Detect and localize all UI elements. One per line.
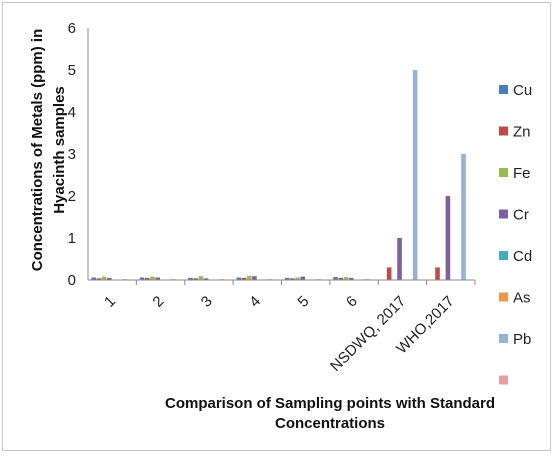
legend-swatch	[499, 251, 508, 260]
bar	[445, 196, 451, 280]
bar	[397, 238, 402, 280]
x-tick-label: NSDWQ, 2017	[327, 293, 409, 375]
bar	[295, 277, 300, 280]
legend-swatch	[499, 375, 508, 385]
legend-swatch	[499, 292, 508, 302]
bar	[412, 70, 418, 280]
legend-label: As	[513, 290, 531, 307]
y-tick-label: 1	[68, 230, 76, 247]
x-axis-title: Comparison of Sampling points with Stand…	[165, 395, 495, 432]
bar	[155, 277, 160, 280]
x-tick-label: 3	[198, 293, 216, 311]
x-tick-label: 6	[343, 293, 361, 311]
y-axis-title-line: Hyacinth samples	[51, 86, 68, 214]
legend-swatch	[499, 334, 508, 343]
bar	[348, 277, 354, 280]
bar	[91, 277, 96, 280]
y-tick-label: 5	[68, 62, 76, 79]
y-tick-label: 3	[68, 146, 76, 163]
y-tick-label: 0	[68, 272, 76, 289]
bar	[461, 154, 466, 280]
bar	[246, 275, 252, 280]
bar	[252, 276, 257, 280]
y-tick-label: 6	[68, 20, 76, 37]
y-tick-label: 2	[68, 188, 76, 205]
bar	[106, 277, 112, 280]
x-tick-label: 5	[295, 293, 313, 311]
legend-label: Cu	[513, 82, 532, 99]
bar	[193, 278, 198, 280]
y-axis-ticks: 0 1 2 3 4 5 6	[68, 20, 76, 289]
legend-swatch	[499, 168, 508, 177]
legend-label: Cr	[513, 207, 529, 224]
bar	[150, 276, 155, 280]
bars	[91, 70, 466, 280]
y-tick-label: 4	[68, 104, 76, 121]
legend: Cu Zn Fe Cr Cd As Pb	[499, 82, 532, 385]
chart-frame	[2, 2, 551, 451]
bar	[300, 276, 306, 280]
legend-label: Fe	[513, 165, 531, 182]
bar	[333, 277, 338, 280]
bar	[101, 276, 107, 280]
bar	[343, 277, 349, 280]
bar	[144, 277, 150, 280]
y-axis-title-line: Concentrations of Metals (ppm) in	[29, 29, 46, 272]
legend-label: Zn	[513, 124, 531, 141]
bar	[198, 276, 204, 280]
x-tick-label: 1	[101, 293, 119, 311]
legend-label: Pb	[513, 331, 531, 348]
bar	[139, 277, 145, 280]
bar	[203, 278, 209, 280]
bar	[96, 278, 102, 280]
x-tick-label: 2	[149, 293, 167, 311]
bar	[290, 278, 295, 280]
x-tick-label: 4	[246, 293, 264, 311]
bar	[338, 277, 344, 280]
legend-swatch	[499, 126, 508, 136]
bar	[435, 267, 440, 280]
x-axis-title-line: Concentrations	[275, 415, 385, 432]
legend-swatch	[499, 85, 508, 94]
bar	[236, 277, 242, 280]
legend-label: Cd	[513, 248, 532, 265]
bar	[284, 277, 290, 280]
bar	[386, 267, 392, 280]
bar	[188, 277, 193, 280]
x-axis-title-line: Comparison of Sampling points with Stand…	[165, 395, 495, 412]
legend-swatch	[499, 209, 508, 219]
bar	[241, 277, 247, 280]
y-axis-title: Concentrations of Metals (ppm) in Hyacint…	[29, 29, 68, 272]
